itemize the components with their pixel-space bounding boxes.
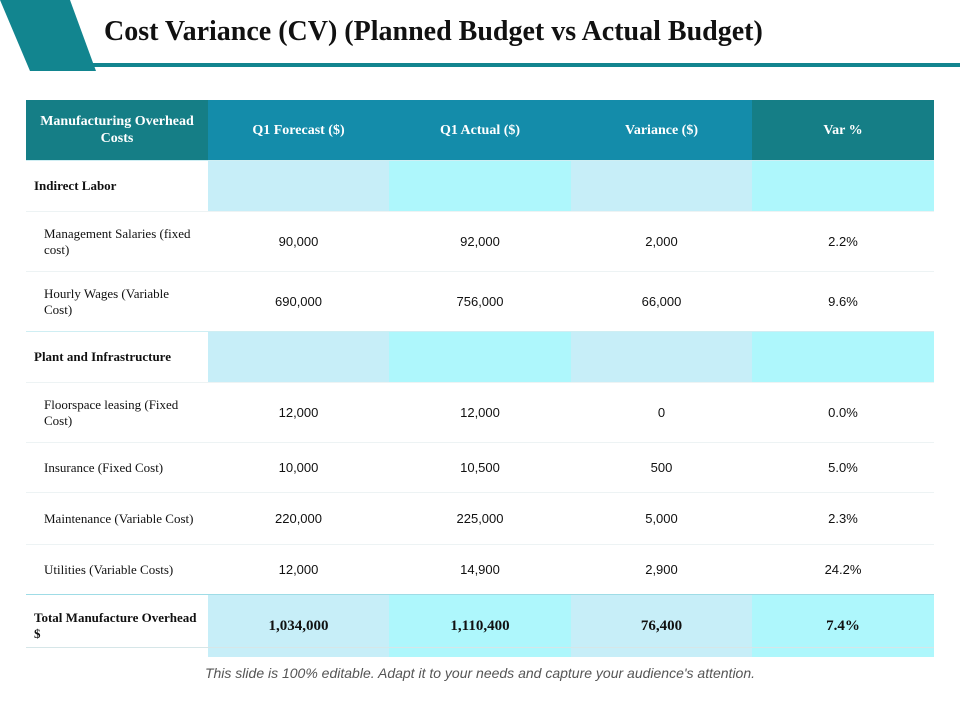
section-empty-cell (571, 331, 752, 383)
section-empty-cell (208, 160, 389, 212)
var-percent-cell: 5.0% (752, 442, 934, 493)
total-variance-cell: 76,400 (571, 594, 752, 657)
actual-cell: 10,500 (389, 442, 571, 493)
footer-note: This slide is 100% editable. Adapt it to… (204, 665, 756, 681)
total-forecast-cell: 1,034,000 (208, 594, 389, 657)
header-q1-forecast: Q1 Forecast ($) (208, 100, 389, 161)
section-empty-cell (752, 331, 934, 383)
var-percent-cell: 9.6% (752, 271, 934, 332)
forecast-cell: 220,000 (208, 492, 389, 545)
total-actual-cell: 1,110,400 (389, 594, 571, 657)
forecast-cell: 12,000 (208, 544, 389, 595)
variance-cell: 500 (571, 442, 752, 493)
section-empty-cell (571, 160, 752, 212)
header-variance: Variance ($) (571, 100, 752, 161)
row-label: Insurance (Fixed Cost) (26, 442, 208, 493)
total-var-percent-cell: 7.4% (752, 594, 934, 657)
forecast-cell: 90,000 (208, 211, 389, 272)
actual-cell: 14,900 (389, 544, 571, 595)
var-percent-cell: 24.2% (752, 544, 934, 595)
row-label: Utilities (Variable Costs) (26, 544, 208, 595)
variance-cell: 5,000 (571, 492, 752, 545)
cost-variance-table: Manufacturing Overhead Costs Q1 Forecast… (26, 100, 934, 657)
variance-cell: 2,000 (571, 211, 752, 272)
table-bottom-rule (26, 647, 934, 648)
var-percent-cell: 2.2% (752, 211, 934, 272)
section-row-plant-infrastructure: Plant and Infrastructure (26, 331, 934, 383)
table-row: Management Salaries (fixed cost) 90,000 … (26, 211, 934, 272)
var-percent-cell: 2.3% (752, 492, 934, 545)
variance-cell: 66,000 (571, 271, 752, 332)
table-row: Hourly Wages (Variable Cost) 690,000 756… (26, 271, 934, 332)
actual-cell: 756,000 (389, 271, 571, 332)
table-row: Maintenance (Variable Cost) 220,000 225,… (26, 492, 934, 545)
table-row: Insurance (Fixed Cost) 10,000 10,500 500… (26, 442, 934, 493)
row-label: Maintenance (Variable Cost) (26, 492, 208, 545)
table-row: Utilities (Variable Costs) 12,000 14,900… (26, 544, 934, 595)
section-label: Indirect Labor (26, 160, 208, 212)
table-row: Floorspace leasing (Fixed Cost) 12,000 1… (26, 382, 934, 443)
total-label: Total Manufacture Overhead $ (26, 594, 208, 657)
forecast-cell: 12,000 (208, 382, 389, 443)
actual-cell: 92,000 (389, 211, 571, 272)
title-accent-shape (0, 0, 96, 71)
forecast-cell: 690,000 (208, 271, 389, 332)
title-underline (88, 63, 960, 67)
actual-cell: 225,000 (389, 492, 571, 545)
page-title: Cost Variance (CV) (Planned Budget vs Ac… (104, 16, 763, 47)
header-var-percent: Var % (752, 100, 934, 161)
section-empty-cell (389, 160, 571, 212)
section-row-indirect-labor: Indirect Labor (26, 160, 934, 212)
forecast-cell: 10,000 (208, 442, 389, 493)
row-label: Floorspace leasing (Fixed Cost) (26, 382, 208, 443)
section-label: Plant and Infrastructure (26, 331, 208, 383)
total-row: Total Manufacture Overhead $ 1,034,000 1… (26, 594, 934, 657)
section-empty-cell (752, 160, 934, 212)
variance-cell: 0 (571, 382, 752, 443)
table-header-row: Manufacturing Overhead Costs Q1 Forecast… (26, 100, 934, 161)
header-q1-actual: Q1 Actual ($) (389, 100, 571, 161)
actual-cell: 12,000 (389, 382, 571, 443)
section-empty-cell (389, 331, 571, 383)
header-cost-category: Manufacturing Overhead Costs (26, 100, 208, 161)
section-empty-cell (208, 331, 389, 383)
variance-cell: 2,900 (571, 544, 752, 595)
row-label: Management Salaries (fixed cost) (26, 211, 208, 272)
var-percent-cell: 0.0% (752, 382, 934, 443)
row-label: Hourly Wages (Variable Cost) (26, 271, 208, 332)
